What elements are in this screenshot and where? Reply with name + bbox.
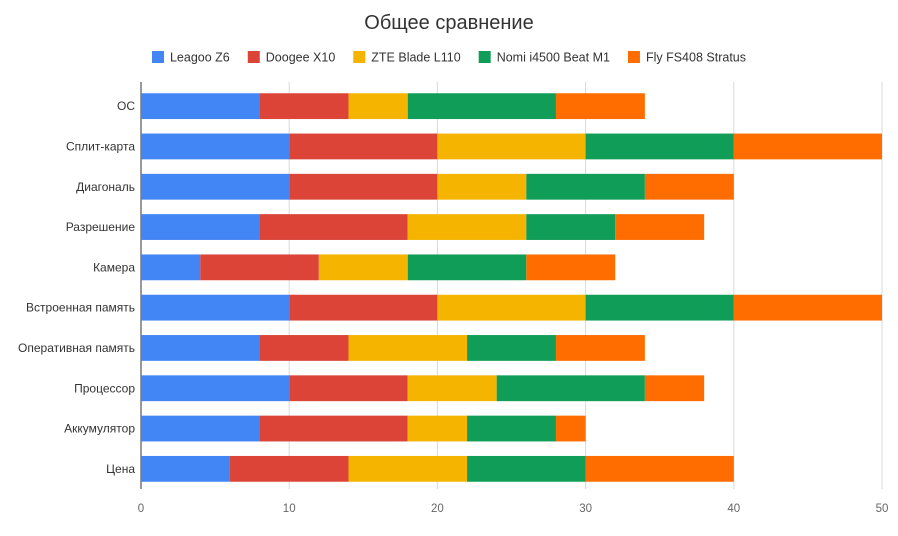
bar-segment (259, 214, 408, 240)
bar-segment (141, 133, 290, 160)
bar-segment (259, 93, 349, 120)
bar-segment (259, 415, 408, 442)
bar-segment (644, 173, 734, 200)
bar-segment (407, 415, 468, 442)
category-label: ОС (117, 99, 135, 113)
bar-segment (289, 133, 438, 160)
legend-label: ZTE Blade L110 (371, 51, 460, 65)
x-tick-labels: 0 10 20 30 40 50 (138, 503, 889, 515)
bar-segment (200, 254, 319, 281)
legend-label: Fly FS408 Stratus (646, 51, 746, 65)
bar-segment (348, 455, 468, 482)
bar-segment (141, 375, 290, 402)
bar-segment (555, 335, 645, 361)
category-label: Диагональ (76, 180, 135, 194)
bar-segment (526, 214, 616, 240)
legend-swatch (151, 51, 164, 63)
bar-segment (437, 294, 586, 321)
bar-segment (555, 415, 586, 442)
bar-segment (141, 415, 260, 442)
bar-segment (141, 173, 290, 200)
bar-segment (467, 415, 556, 442)
legend-swatch (627, 51, 640, 63)
bar-segment (496, 375, 645, 402)
chart-title: Общее сравнение (364, 12, 533, 34)
bar-segment (141, 93, 260, 120)
x-tick-label: 40 (727, 503, 740, 515)
legend: Leagoo Z6 Doogee X10 ZTE Blade L110 Nomi i4… (151, 51, 746, 65)
x-tick-label: 30 (579, 503, 592, 515)
bar-segment (229, 455, 349, 482)
legend-item: Doogee X10 (247, 51, 336, 65)
bar-segment (437, 133, 586, 160)
legend-label: Leagoo Z6 (170, 51, 230, 65)
bar-segment (733, 294, 882, 321)
x-tick-label: 0 (138, 503, 144, 515)
bar-segment (141, 294, 290, 321)
legend-item: Leagoo Z6 (151, 51, 230, 65)
bar-segment (407, 214, 527, 240)
x-tick-label: 50 (876, 503, 889, 515)
legend-swatch (478, 51, 491, 63)
bar-segment (289, 375, 408, 402)
x-tick-label: 20 (431, 503, 444, 515)
category-label: Сплит-карта (66, 139, 135, 153)
bar-segment (585, 133, 734, 160)
bar-segment (348, 335, 468, 361)
category-label: Процессор (74, 381, 135, 395)
bar-segment (348, 93, 408, 120)
legend-item: Nomi i4500 Beat M1 (478, 51, 610, 65)
legend-swatch (247, 51, 260, 63)
bar-segment (526, 173, 645, 200)
bar-segment (407, 93, 556, 120)
category-label: Встроенная память (26, 301, 135, 315)
category-label: Разрешение (66, 220, 136, 234)
category-label: Аккумулятор (64, 422, 135, 436)
bar-segment (733, 133, 882, 160)
bar-segment (644, 375, 705, 402)
bar-segment (289, 294, 438, 321)
bar-segment (141, 214, 260, 240)
legend-label: Nomi i4500 Beat M1 (497, 51, 610, 65)
legend-item: ZTE Blade L110 (353, 51, 461, 65)
legend-swatch (353, 51, 366, 63)
bar-segment (407, 375, 497, 402)
bar-segment (318, 254, 408, 281)
x-tick-label: 10 (283, 503, 296, 515)
category-labels: ОС Сплит-карта Диагональ Разрешение Камера Вс… (18, 99, 135, 476)
legend-item: Fly FS408 Stratus (627, 51, 746, 65)
bar-segment (585, 455, 734, 482)
bar-segment (141, 254, 201, 281)
bar-segment (467, 335, 556, 361)
bar-segment (585, 294, 734, 321)
bar-segment (141, 335, 260, 361)
bar-segment (467, 455, 586, 482)
bar-segment (141, 455, 230, 482)
bar-segment (289, 173, 438, 200)
bar-segment (526, 254, 616, 281)
category-label: Камера (93, 260, 135, 274)
bar-segment (259, 335, 349, 361)
bars (141, 93, 882, 482)
category-label: Оперативная память (18, 341, 135, 355)
bar-segment (555, 93, 645, 120)
category-label: Цена (106, 462, 135, 476)
bar-segment (437, 173, 527, 200)
bar-segment (615, 214, 705, 240)
legend-label: Doogee X10 (266, 51, 336, 65)
bar-segment (407, 254, 527, 281)
